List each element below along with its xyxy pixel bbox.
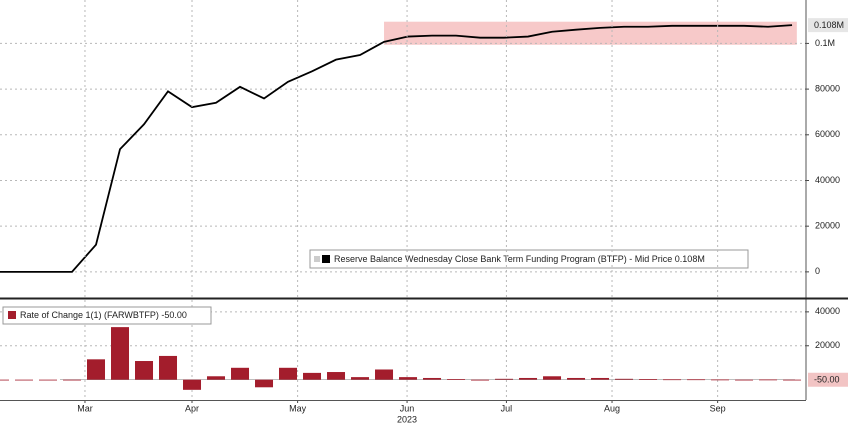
legend-label: Reserve Balance Wednesday Close Bank Ter… (334, 254, 705, 264)
bar (351, 377, 370, 380)
bar (495, 378, 514, 380)
y-tick-label: 80000 (815, 83, 840, 93)
bar (111, 327, 130, 380)
last-value-label: -50.00 (814, 375, 840, 385)
bar (63, 379, 82, 381)
bar (207, 376, 226, 380)
bar (423, 377, 442, 380)
x-tick-label: Mar (77, 403, 93, 413)
bar (135, 361, 154, 380)
bar (471, 379, 490, 381)
legend-box (2, 306, 212, 325)
bar (519, 377, 538, 380)
y-tick-label: 20000 (815, 340, 840, 350)
y-tick-label: 0.1M (815, 38, 835, 48)
bar (687, 379, 706, 381)
y-tick-label: 40000 (815, 175, 840, 185)
bar (759, 379, 778, 381)
bar (303, 372, 322, 380)
y-tick-label: 0 (815, 266, 820, 276)
bar (615, 378, 634, 380)
x-tick-label: Aug (604, 403, 620, 413)
bar (87, 359, 106, 380)
bar (663, 379, 682, 381)
legend-swatch (322, 255, 330, 263)
x-tick-label: May (289, 403, 307, 413)
x-tick-label: Jun (400, 403, 415, 413)
legend: Rate of Change 1(1) (FARWBTFP) -50.00 (2, 306, 212, 325)
year-label: 2023 (397, 414, 417, 424)
y-tick-label: 20000 (815, 221, 840, 231)
x-tick-label: Sep (710, 403, 726, 413)
legend-label: Rate of Change 1(1) (FARWBTFP) -50.00 (20, 310, 187, 320)
bar (159, 355, 178, 380)
last-value-box (808, 372, 848, 387)
legend-swatch (8, 311, 16, 319)
bar (183, 379, 202, 390)
bar (231, 367, 250, 380)
bar (399, 377, 418, 380)
bar (591, 377, 610, 380)
bar (39, 379, 58, 381)
y-tick-label: 60000 (815, 129, 840, 139)
bar (15, 379, 34, 381)
bar (711, 379, 730, 381)
legend-swatch (314, 256, 320, 262)
legend: Reserve Balance Wednesday Close Bank Ter… (309, 249, 749, 269)
y-tick-label: 40000 (815, 306, 840, 316)
x-tick-label: Jul (501, 403, 513, 413)
bar (543, 376, 562, 380)
bar (255, 379, 274, 388)
bar (0, 379, 9, 381)
bar (567, 377, 586, 380)
bar (375, 369, 394, 380)
last-value-label: 0.108M (814, 20, 844, 30)
last-value-box (808, 18, 848, 33)
highlight-band (384, 21, 797, 45)
bar (735, 379, 754, 381)
bar (639, 379, 658, 380)
x-tick-label: Apr (185, 403, 199, 413)
bar (279, 367, 298, 380)
line (0, 24, 793, 273)
bar (447, 379, 466, 380)
bar (783, 379, 802, 381)
bar (327, 372, 346, 380)
legend-box (309, 249, 749, 269)
